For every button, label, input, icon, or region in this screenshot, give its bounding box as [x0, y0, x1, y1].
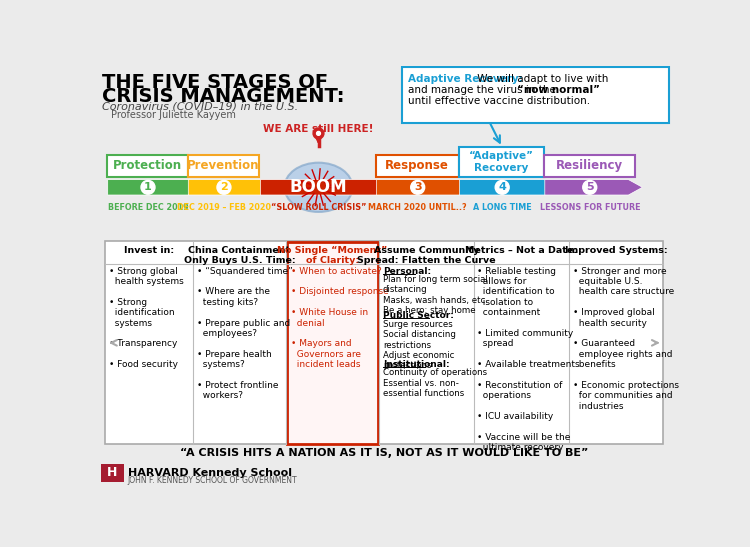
Text: Prevention: Prevention	[187, 159, 260, 172]
Text: until effective vaccine distribution.: until effective vaccine distribution.	[409, 96, 590, 106]
Text: • Strong global
  health systems

• Strong
  identification
  systems

• Transpa: • Strong global health systems • Strong …	[110, 266, 184, 369]
Text: Protection: Protection	[112, 159, 182, 172]
Circle shape	[141, 181, 155, 194]
Text: CRISIS MANAGEMENT:: CRISIS MANAGEMENT:	[101, 87, 344, 106]
Text: • When to activate?

• Disjointed response

• White House in
  denial

• Mayors : • When to activate? • Disjointed respons…	[290, 266, 388, 369]
Text: H: H	[107, 467, 118, 480]
Polygon shape	[460, 179, 554, 195]
Text: • “Squandered time”

• Where are the
  testing kits?

• Prepare public and
  emp: • “Squandered time” • Where are the test…	[196, 266, 292, 400]
Text: 1: 1	[144, 182, 152, 193]
Text: Assume Community
Spread: Flatten the Curve: Assume Community Spread: Flatten the Cur…	[357, 246, 496, 265]
FancyBboxPatch shape	[188, 155, 259, 177]
Text: HARVARD Kennedy School: HARVARD Kennedy School	[128, 468, 292, 478]
Text: Professor Juliette Kayyem: Professor Juliette Kayyem	[111, 110, 236, 120]
Text: WE ARE still HERE!: WE ARE still HERE!	[263, 124, 374, 134]
Text: Response: Response	[386, 159, 449, 172]
Text: Institutional:: Institutional:	[382, 360, 449, 369]
Text: “now normal”: “now normal”	[517, 85, 600, 95]
FancyBboxPatch shape	[105, 241, 663, 445]
Ellipse shape	[284, 162, 352, 212]
Text: DEC 2019 – FEB 2020: DEC 2019 – FEB 2020	[177, 203, 271, 212]
FancyBboxPatch shape	[376, 155, 459, 177]
Text: “Adaptive”
Recovery: “Adaptive” Recovery	[469, 151, 534, 173]
Text: Public Sector:: Public Sector:	[382, 311, 454, 321]
Text: “SLOW ROLL CRISIS”: “SLOW ROLL CRISIS”	[271, 203, 366, 212]
Text: Metrics – Not a Date:: Metrics – Not a Date:	[465, 246, 578, 255]
Text: THE FIVE STAGES OF: THE FIVE STAGES OF	[101, 73, 328, 92]
Circle shape	[217, 181, 231, 194]
Text: 2: 2	[220, 182, 228, 193]
Text: China Containment
Only Buys U.S. Time:: China Containment Only Buys U.S. Time:	[184, 246, 296, 265]
Circle shape	[411, 181, 424, 194]
FancyBboxPatch shape	[459, 147, 544, 177]
FancyBboxPatch shape	[402, 67, 669, 123]
Polygon shape	[188, 179, 270, 195]
Circle shape	[313, 128, 324, 139]
Text: Continuity of operations
Essential vs. non-
essential functions: Continuity of operations Essential vs. n…	[382, 368, 487, 398]
Text: Plan for long term social
distancing
Masks, wash hands, etc.
Be a hero: stay hom: Plan for long term social distancing Mas…	[382, 275, 488, 315]
Polygon shape	[376, 179, 469, 195]
Circle shape	[583, 181, 597, 194]
Text: Invest in:: Invest in:	[124, 246, 174, 255]
Polygon shape	[108, 179, 197, 195]
Polygon shape	[544, 179, 643, 195]
Text: Adaptive Recovery:: Adaptive Recovery:	[409, 74, 524, 84]
Text: Coronavirus (COVID–19) in the U.S.: Coronavirus (COVID–19) in the U.S.	[101, 101, 298, 111]
Text: MARCH 2020 UNTIL..?: MARCH 2020 UNTIL..?	[368, 203, 467, 212]
Text: and manage the virus in the: and manage the virus in the	[409, 85, 560, 95]
Text: 5: 5	[586, 182, 593, 193]
Text: • Stronger and more
  equitable U.S.
  health care structure

• Improved global
: • Stronger and more equitable U.S. healt…	[573, 266, 679, 411]
Text: LESSONS FOR FUTURE: LESSONS FOR FUTURE	[539, 203, 640, 212]
Circle shape	[495, 181, 509, 194]
FancyBboxPatch shape	[100, 464, 124, 482]
Polygon shape	[260, 179, 386, 195]
FancyBboxPatch shape	[544, 155, 635, 177]
Text: Surge resources
Social distancing
restrictions
Adjust economic
protections: Surge resources Social distancing restri…	[382, 320, 456, 370]
Text: A LONG TIME: A LONG TIME	[472, 203, 532, 212]
Circle shape	[316, 131, 320, 135]
FancyBboxPatch shape	[286, 242, 378, 444]
Text: 4: 4	[498, 182, 506, 193]
Text: “A CRISIS HITS A NATION AS IT IS, NOT AS IT WOULD LIKE TO BE”: “A CRISIS HITS A NATION AS IT IS, NOT AS…	[180, 449, 589, 458]
Text: No Single “Moment”
of Clarity:: No Single “Moment” of Clarity:	[278, 246, 388, 265]
Text: • Reliable testing
  allows for
  identification to
  isolation to
  containment: • Reliable testing allows for identifica…	[477, 266, 580, 452]
Text: BEFORE DEC 2019: BEFORE DEC 2019	[108, 203, 188, 212]
Text: JOHN F. KENNEDY SCHOOL OF GOVERNMENT: JOHN F. KENNEDY SCHOOL OF GOVERNMENT	[128, 476, 298, 485]
Text: Personal:: Personal:	[382, 266, 431, 276]
Text: 3: 3	[414, 182, 422, 193]
Text: We will adapt to live with: We will adapt to live with	[473, 74, 608, 84]
Text: Improved Systems:: Improved Systems:	[565, 246, 668, 255]
Text: Resiliency: Resiliency	[556, 159, 623, 172]
Text: BOOM: BOOM	[290, 178, 347, 196]
FancyBboxPatch shape	[107, 155, 188, 177]
